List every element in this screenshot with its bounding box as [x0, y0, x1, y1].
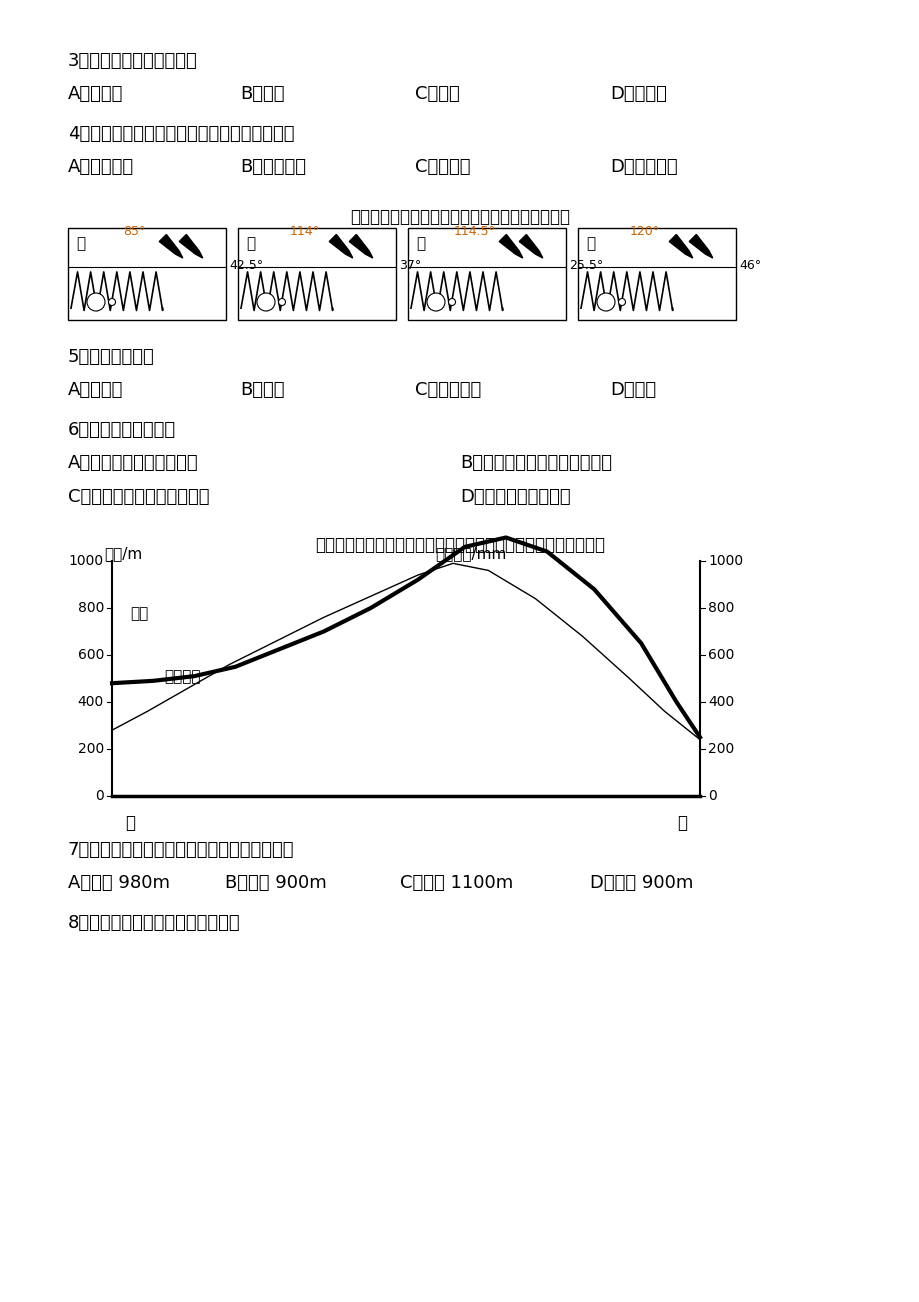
Text: 7．该山地年降水量最多的大约出现在（　　）: 7．该山地年降水量最多的大约出现在（ ）: [68, 841, 294, 859]
Text: 25.5°: 25.5°: [568, 259, 603, 272]
Text: B．黄土高原与华北平原分界线: B．黄土高原与华北平原分界线: [460, 454, 611, 473]
Text: 800: 800: [77, 602, 104, 615]
Circle shape: [278, 298, 285, 306]
Text: 120°: 120°: [629, 225, 659, 238]
Text: 5．甲为（　　）: 5．甲为（ ）: [68, 348, 154, 366]
Text: A．西坡 980m: A．西坡 980m: [68, 874, 170, 892]
Circle shape: [426, 293, 445, 311]
Text: 下图为我国某山地年降水量随高度变化示意图。据此完成下面小题: 下图为我国某山地年降水量随高度变化示意图。据此完成下面小题: [314, 536, 605, 553]
Text: C．森林: C．森林: [414, 85, 460, 103]
Text: C．季风区与非季风区分界线: C．季风区与非季风区分界线: [68, 488, 210, 506]
Text: D．森林与草原分界线: D．森林与草原分界线: [460, 488, 570, 506]
Text: ①: ①: [91, 297, 101, 307]
Text: 年降水量/mm: 年降水量/mm: [435, 546, 506, 561]
Text: C．大兴安岭: C．大兴安岭: [414, 381, 481, 398]
Bar: [407, 228, 565, 320]
Text: ③: ③: [430, 297, 440, 307]
Text: 42.5°: 42.5°: [229, 259, 263, 272]
Text: 3．该自然资源是（　　）: 3．该自然资源是（ ）: [68, 52, 198, 70]
Polygon shape: [349, 234, 372, 258]
Text: 200: 200: [708, 742, 733, 756]
Text: 400: 400: [708, 695, 733, 710]
Text: ②: ②: [261, 297, 271, 307]
Text: B．西坡 900m: B．西坡 900m: [225, 874, 326, 892]
Text: C．下垫面: C．下垫面: [414, 158, 470, 176]
Text: B．风能: B．风能: [240, 85, 284, 103]
Text: 海拔: 海拔: [130, 605, 148, 621]
Text: 85°: 85°: [123, 225, 145, 238]
Text: 800: 800: [708, 602, 733, 615]
Text: 114°: 114°: [289, 225, 319, 238]
Bar: [238, 228, 395, 320]
Text: 丁: 丁: [585, 236, 595, 251]
Polygon shape: [499, 234, 522, 258]
Text: 丙: 丙: [415, 236, 425, 251]
Text: D．南岭: D．南岭: [609, 381, 655, 398]
Circle shape: [596, 293, 614, 311]
Polygon shape: [688, 234, 712, 258]
Polygon shape: [179, 234, 202, 258]
Text: 37°: 37°: [399, 259, 421, 272]
Text: 46°: 46°: [738, 259, 760, 272]
Text: 0: 0: [708, 789, 716, 803]
Text: 甲: 甲: [76, 236, 85, 251]
Polygon shape: [329, 234, 352, 258]
Polygon shape: [159, 234, 183, 258]
Circle shape: [108, 298, 116, 306]
Circle shape: [87, 293, 105, 311]
Text: D．东坡 900m: D．东坡 900m: [589, 874, 693, 892]
Text: D．人类活动: D．人类活动: [609, 158, 677, 176]
Text: A．太阳能: A．太阳能: [68, 85, 123, 103]
Text: A．太行山: A．太行山: [68, 381, 123, 398]
Text: D．水资源: D．水资源: [609, 85, 666, 103]
Circle shape: [448, 298, 455, 306]
Text: 西: 西: [125, 814, 135, 832]
Text: 114.5°: 114.5°: [453, 225, 494, 238]
Text: 0: 0: [96, 789, 104, 803]
Text: 图示意我国四条重要山脉。据图，完成下面小题。: 图示意我国四条重要山脉。据图，完成下面小题。: [349, 208, 570, 227]
Text: 东: 东: [676, 814, 686, 832]
Text: B．天山: B．天山: [240, 381, 284, 398]
Text: 1000: 1000: [708, 553, 743, 568]
Text: 4．影响该自然资源分布的主要因素是（　　）: 4．影响该自然资源分布的主要因素是（ ）: [68, 125, 294, 143]
Text: 6．乙山脉是（　　）: 6．乙山脉是（ ）: [68, 421, 176, 439]
Text: 海拔/m: 海拔/m: [104, 546, 142, 561]
Text: C．山顶 1100m: C．山顶 1100m: [400, 874, 513, 892]
Text: 200: 200: [78, 742, 104, 756]
Text: B．大气环流: B．大气环流: [240, 158, 306, 176]
Text: A．太阳辐射: A．太阳辐射: [68, 158, 134, 176]
Circle shape: [256, 293, 275, 311]
Bar: [577, 228, 735, 320]
Text: 年降水量: 年降水量: [164, 669, 200, 684]
Text: A．陕西省与河北省分界线: A．陕西省与河北省分界线: [68, 454, 199, 473]
Text: 乙: 乙: [245, 236, 255, 251]
Text: 600: 600: [77, 648, 104, 661]
Polygon shape: [518, 234, 542, 258]
Circle shape: [618, 298, 625, 306]
Text: 1000: 1000: [69, 553, 104, 568]
Text: ④: ④: [600, 297, 610, 307]
Text: 600: 600: [708, 648, 733, 661]
Polygon shape: [668, 234, 692, 258]
Text: 400: 400: [78, 695, 104, 710]
Text: 8．该山地所属山脉可能是（　　）: 8．该山地所属山脉可能是（ ）: [68, 914, 241, 932]
Bar: [68, 228, 226, 320]
